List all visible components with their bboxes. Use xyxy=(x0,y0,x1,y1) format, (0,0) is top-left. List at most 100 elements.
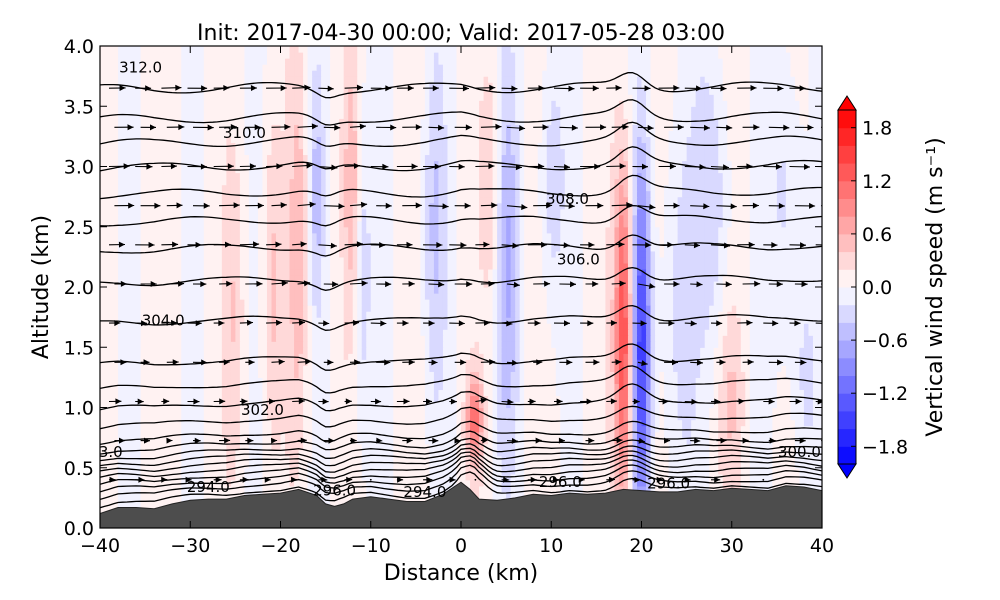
w-cell xyxy=(546,467,552,475)
w-cell xyxy=(167,461,173,469)
w-cell xyxy=(465,479,471,487)
w-cell xyxy=(343,491,349,499)
w-cell xyxy=(433,353,440,360)
w-cell xyxy=(118,341,124,348)
w-cell xyxy=(154,407,160,415)
w-cell xyxy=(700,401,706,409)
w-cell xyxy=(348,449,354,457)
w-cell xyxy=(483,485,489,493)
w-cell xyxy=(510,389,516,397)
w-cell xyxy=(357,365,363,372)
w-cell xyxy=(614,443,620,451)
w-cell xyxy=(357,389,363,397)
w-cell xyxy=(722,341,728,348)
w-cell xyxy=(528,377,534,385)
w-cell xyxy=(330,473,336,481)
w-cell xyxy=(352,347,358,354)
w-cell xyxy=(172,449,178,457)
w-cell xyxy=(262,485,268,493)
w-cell xyxy=(758,377,764,385)
w-cell xyxy=(370,371,376,378)
w-cell xyxy=(582,437,588,445)
w-cell xyxy=(582,383,588,391)
w-cell xyxy=(641,425,647,433)
w-cell xyxy=(379,389,385,397)
w-cell xyxy=(199,395,205,403)
w-cell xyxy=(578,485,584,493)
w-cell xyxy=(664,371,670,378)
w-cell xyxy=(321,449,327,457)
w-cell xyxy=(754,485,760,493)
w-cell xyxy=(397,419,403,427)
w-cell xyxy=(325,425,331,433)
w-cell xyxy=(555,479,561,487)
w-cell xyxy=(605,431,611,439)
w-cell xyxy=(136,491,142,499)
w-cell xyxy=(127,371,133,378)
w-cell xyxy=(740,401,746,409)
w-cell xyxy=(587,395,593,403)
w-cell xyxy=(406,395,412,403)
w-cell xyxy=(325,413,331,421)
w-cell xyxy=(411,437,417,445)
w-cell xyxy=(113,443,119,451)
w-cell xyxy=(673,365,679,372)
w-cell xyxy=(104,413,110,421)
w-cell xyxy=(569,389,575,397)
w-cell xyxy=(235,467,241,475)
w-cell xyxy=(591,485,597,493)
w-cell xyxy=(321,341,327,348)
w-cell xyxy=(497,431,503,439)
w-cell xyxy=(415,371,421,378)
w-cell xyxy=(718,455,724,463)
w-cell xyxy=(131,395,137,403)
w-cell xyxy=(244,425,250,433)
w-cell xyxy=(217,425,223,433)
w-cell xyxy=(433,455,440,463)
w-cell xyxy=(668,431,674,439)
w-cell xyxy=(515,443,521,451)
w-cell xyxy=(388,461,394,469)
w-cell xyxy=(100,335,106,342)
w-cell xyxy=(451,395,458,403)
w-cell xyxy=(330,377,336,385)
w-cell xyxy=(569,353,575,360)
w-cell xyxy=(321,395,327,403)
w-cell xyxy=(194,341,200,348)
w-cell xyxy=(794,431,801,439)
w-cell xyxy=(199,389,205,397)
w-cell xyxy=(163,371,169,378)
w-cell xyxy=(447,341,453,348)
w-cell xyxy=(591,413,597,421)
w-cell xyxy=(758,485,764,493)
w-cell xyxy=(727,425,733,433)
w-cell xyxy=(790,359,796,366)
w-cell xyxy=(100,395,106,403)
w-cell xyxy=(659,353,665,360)
w-cell xyxy=(700,383,706,391)
w-cell xyxy=(393,341,399,348)
w-cell xyxy=(289,425,295,433)
w-cell xyxy=(618,341,625,348)
w-cell xyxy=(555,347,561,354)
w-cell xyxy=(429,455,435,463)
w-cell xyxy=(285,479,291,487)
w-cell xyxy=(555,443,561,451)
w-cell xyxy=(411,383,417,391)
w-cell xyxy=(655,413,661,421)
w-cell xyxy=(104,335,110,342)
w-cell xyxy=(343,455,349,463)
w-cell xyxy=(158,365,164,372)
w-cell xyxy=(555,419,561,427)
w-cell xyxy=(519,461,525,469)
w-cell xyxy=(461,401,467,409)
w-cell xyxy=(451,413,458,421)
w-cell xyxy=(646,425,652,433)
w-cell xyxy=(415,413,421,421)
w-cell xyxy=(226,359,232,366)
w-cell xyxy=(767,347,773,354)
w-cell xyxy=(686,443,692,451)
w-cell xyxy=(429,389,435,397)
w-cell xyxy=(244,347,250,354)
w-cell xyxy=(749,455,755,463)
